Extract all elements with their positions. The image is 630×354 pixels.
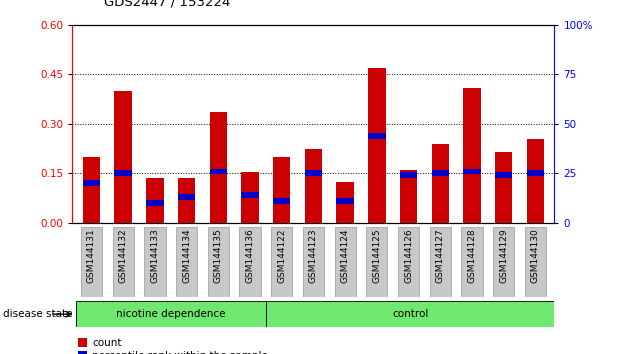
- Bar: [432, 171, 449, 176]
- Bar: [495, 152, 512, 223]
- Bar: [146, 200, 164, 206]
- Text: GSM144129: GSM144129: [499, 229, 508, 283]
- Bar: [493, 227, 514, 297]
- Bar: [266, 301, 554, 327]
- Bar: [463, 169, 481, 175]
- Text: GSM144134: GSM144134: [182, 229, 191, 283]
- Text: GSM144123: GSM144123: [309, 229, 318, 283]
- Bar: [525, 227, 546, 297]
- Bar: [271, 227, 292, 297]
- Text: nicotine dependence: nicotine dependence: [116, 309, 226, 319]
- Bar: [336, 182, 354, 223]
- Bar: [430, 227, 451, 297]
- Legend: count, percentile rank within the sample: count, percentile rank within the sample: [77, 338, 268, 354]
- Text: GSM144126: GSM144126: [404, 229, 413, 283]
- Text: GSM144127: GSM144127: [436, 229, 445, 283]
- Bar: [210, 112, 227, 223]
- Bar: [527, 171, 544, 176]
- Bar: [400, 170, 417, 223]
- Bar: [83, 157, 100, 223]
- Bar: [432, 144, 449, 223]
- Bar: [336, 198, 354, 204]
- Bar: [241, 172, 259, 223]
- Bar: [461, 227, 483, 297]
- Bar: [303, 227, 324, 297]
- Bar: [463, 87, 481, 223]
- Text: GDS2447 / 153224: GDS2447 / 153224: [104, 0, 231, 9]
- Bar: [335, 227, 356, 297]
- Bar: [178, 178, 195, 223]
- Text: GSM144131: GSM144131: [87, 229, 96, 284]
- Bar: [495, 172, 512, 178]
- Text: disease state: disease state: [3, 309, 72, 319]
- Bar: [81, 227, 102, 297]
- Bar: [208, 227, 229, 297]
- Text: GSM144136: GSM144136: [246, 229, 255, 284]
- Bar: [273, 198, 290, 204]
- Bar: [305, 149, 322, 223]
- Bar: [368, 133, 386, 139]
- Text: GSM144128: GSM144128: [467, 229, 476, 283]
- Text: GSM144124: GSM144124: [341, 229, 350, 283]
- Text: GSM144125: GSM144125: [372, 229, 381, 283]
- Bar: [176, 227, 197, 297]
- Bar: [305, 171, 322, 176]
- Bar: [273, 157, 290, 223]
- Text: GSM144133: GSM144133: [151, 229, 159, 284]
- Text: GSM144135: GSM144135: [214, 229, 223, 284]
- Bar: [368, 68, 386, 223]
- Bar: [83, 181, 100, 186]
- Bar: [400, 172, 417, 178]
- Text: GSM144132: GSM144132: [118, 229, 128, 283]
- Bar: [115, 91, 132, 223]
- Bar: [178, 194, 195, 200]
- Bar: [241, 192, 259, 198]
- Text: GSM144130: GSM144130: [531, 229, 540, 284]
- Bar: [113, 227, 134, 297]
- Bar: [146, 178, 164, 223]
- Text: GSM144122: GSM144122: [277, 229, 286, 283]
- Bar: [398, 227, 419, 297]
- Bar: [115, 171, 132, 176]
- Bar: [527, 139, 544, 223]
- Bar: [210, 169, 227, 175]
- Bar: [239, 227, 261, 297]
- Text: control: control: [392, 309, 428, 319]
- Bar: [76, 301, 266, 327]
- Bar: [144, 227, 166, 297]
- Bar: [366, 227, 387, 297]
